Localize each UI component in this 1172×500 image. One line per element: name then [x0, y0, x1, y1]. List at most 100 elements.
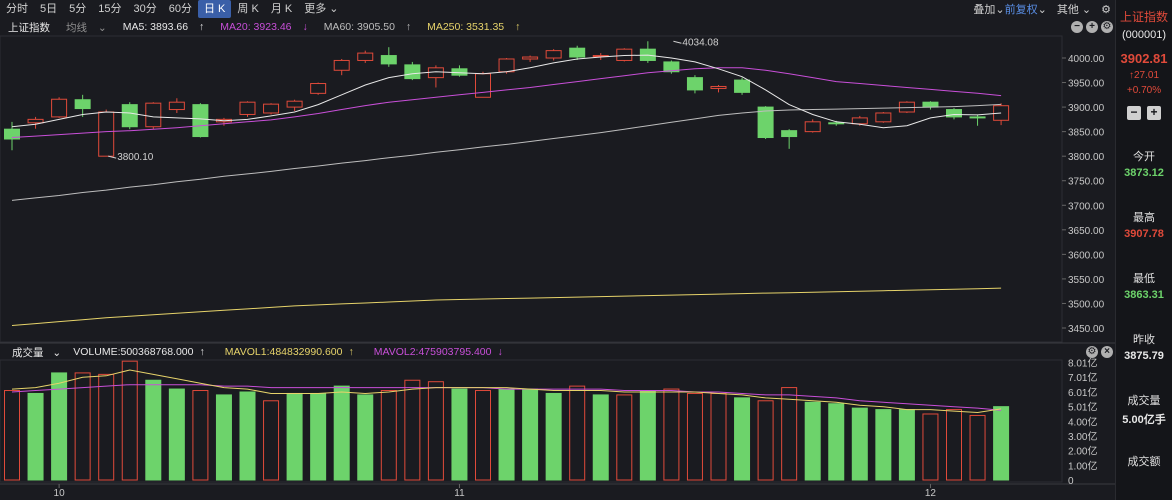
arrow-down-icon: ↓	[497, 346, 503, 358]
volume-bar-down	[639, 390, 656, 481]
volume-y-tick-label: 2.00亿	[1068, 445, 1097, 458]
y-tick-label: 3650.00	[1068, 226, 1105, 237]
candle-down	[757, 106, 774, 139]
prev-close-value: 3875.79	[1124, 350, 1164, 362]
volume-bar-down	[51, 372, 68, 481]
x-tick-label: 12	[925, 488, 937, 499]
period-tab[interactable]: 月 K	[270, 3, 293, 15]
candle-down	[922, 101, 939, 108]
volume-value: VOLUME:500368768.000 ↑	[67, 346, 205, 358]
volume-bar-down	[286, 392, 303, 481]
price-change-pct: +0.70%	[1126, 85, 1162, 96]
ma250-legend: MA250: 3531.35 ↑	[419, 21, 520, 33]
period-tab[interactable]: 分时	[6, 3, 28, 15]
y-tick-label: 3850.00	[1068, 128, 1105, 139]
annotation-label: 3800.10	[117, 152, 154, 163]
period-tab[interactable]: 周 K	[237, 3, 259, 15]
volume-label: 成交量	[1127, 395, 1161, 407]
arrow-up-icon: ↑	[199, 346, 205, 358]
period-tab[interactable]: 15分	[98, 3, 122, 15]
volume-bar-down	[522, 388, 539, 481]
close-icon[interactable]: ×	[1101, 346, 1113, 358]
kline-chart[interactable]: 4000.00 3950.00 3900.00 3850.00 3800.00 3750.…	[0, 0, 1115, 500]
chevron-down-icon: ⌄	[97, 21, 107, 34]
volume-bar-down	[145, 379, 162, 481]
y-tick-label: 3500.00	[1068, 299, 1105, 310]
candle-down	[192, 104, 209, 138]
y-tick-label: 3950.00	[1068, 79, 1105, 90]
candle-down	[781, 130, 798, 138]
candle-down	[404, 64, 421, 80]
volume-name: 成交量	[12, 346, 44, 359]
candle-down	[74, 99, 91, 110]
volume-bar-down	[804, 401, 821, 481]
price-change: ↑27.01	[1116, 70, 1172, 81]
volume-bar-down	[875, 409, 892, 481]
open-label: 今开	[1133, 151, 1155, 163]
period-tab-active[interactable]: 日 K	[198, 0, 232, 18]
volume-bar-up	[922, 413, 939, 481]
gear-icon[interactable]: ⚙	[1101, 3, 1111, 16]
y-tick-label: 3550.00	[1068, 275, 1105, 286]
line-type-select[interactable]: 均线 ⌄	[58, 20, 107, 35]
volume-y-tick-label: 0	[1068, 476, 1074, 487]
arrow-up-icon: ↑	[348, 346, 354, 358]
volume-bar-up	[4, 390, 20, 481]
period-tab[interactable]: 5分	[69, 3, 87, 15]
volume-bar-down	[851, 407, 868, 481]
plus-button[interactable]: +	[1147, 106, 1161, 120]
ma250-value: MA250: 3531.35	[427, 21, 505, 33]
volume-bar-down	[498, 388, 515, 481]
other-button[interactable]: 其他 ⌄	[1057, 1, 1091, 17]
main-legend: 上证指数 均线 ⌄ MA5: 3893.66 ↑ MA20: 3923.46 ↓…	[0, 19, 1115, 35]
minus-button[interactable]: −	[1127, 106, 1141, 120]
candle-up	[168, 101, 185, 111]
candle-down	[380, 55, 397, 65]
main-plot-frame	[0, 35, 1063, 343]
candle-down	[4, 128, 20, 140]
chevron-down-icon: ⌄	[995, 4, 1005, 16]
volume-bar-up	[404, 379, 421, 481]
candle-up	[545, 50, 562, 59]
plus-icon[interactable]: +	[1086, 21, 1098, 33]
volume-bar-down	[828, 403, 845, 481]
ma20-line	[11, 67, 1002, 138]
candle-down	[828, 122, 845, 125]
volume-select[interactable]: 成交量 ⌄	[6, 345, 61, 360]
period-tab[interactable]: 60分	[168, 3, 192, 15]
quote-sidebar: 上证指数 (000001) 3902.81 ↑27.01 +0.70% − + …	[1115, 0, 1172, 500]
period-tab[interactable]: 30分	[133, 3, 157, 15]
low-value: 3863.31	[1124, 289, 1164, 301]
minus-icon[interactable]: −	[1071, 21, 1083, 33]
volume-bar-up	[427, 381, 444, 481]
volume-bar-up	[263, 400, 280, 481]
volume-bar-down	[239, 391, 256, 481]
volume-bar-up	[475, 390, 491, 481]
candle-up	[27, 118, 44, 124]
gear-icon[interactable]: ⚙	[1086, 346, 1098, 358]
ma60-legend: MA60: 3905.50 ↑	[316, 21, 411, 33]
volume-bar-down	[898, 409, 915, 481]
other-label: 其他	[1056, 4, 1079, 16]
period-tab[interactable]: 5日	[40, 3, 58, 15]
volume-bar-down	[545, 392, 562, 481]
volume-bar-up	[663, 388, 680, 481]
volume-total: 5.00亿手	[1122, 414, 1166, 426]
overlay-button[interactable]: 叠加⌄前复权⌄	[973, 1, 1046, 17]
y-tick-label: 3800.00	[1068, 152, 1105, 163]
mavol2-line	[11, 384, 1002, 411]
volume-y-tick-label: 4.00亿	[1068, 415, 1097, 428]
candle-up	[710, 85, 727, 89]
line-type-label: 均线	[66, 21, 87, 34]
sidebar-title: 上证指数	[1119, 10, 1168, 24]
candle-up	[357, 52, 374, 61]
volume-bar-up	[781, 387, 798, 481]
period-toolbar: 分时 5日 5分 15分 30分 60分 日 K 周 K 月 K 更多 ⌄ 叠加…	[0, 0, 1115, 18]
volume-y-tick-label: 8.01亿	[1068, 357, 1097, 370]
volume-y-tick-label: 6.01亿	[1068, 386, 1097, 399]
more-periods-button[interactable]: 更多 ⌄	[298, 0, 344, 18]
gear-icon[interactable]: ⚙	[1101, 21, 1113, 33]
volume-plot-frame	[0, 359, 1063, 483]
candle-up	[851, 117, 868, 125]
ma250-line	[11, 287, 1002, 326]
